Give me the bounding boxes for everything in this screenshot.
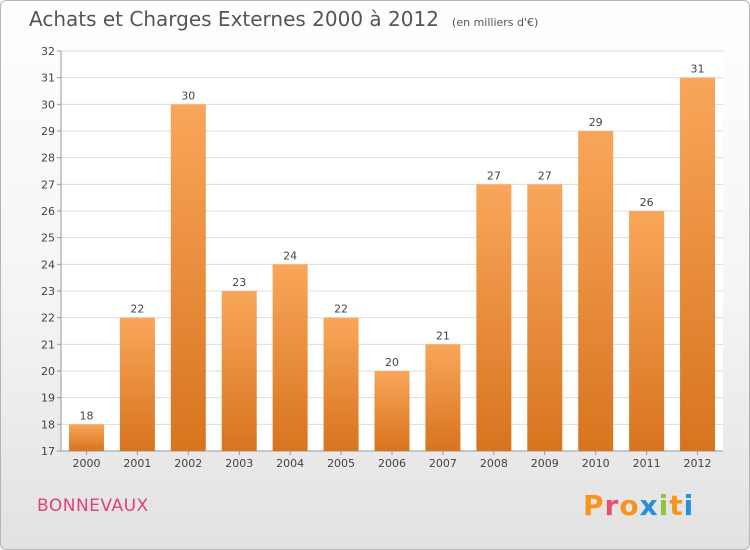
- bar: [272, 264, 308, 451]
- bar-value-label: 24: [283, 249, 297, 262]
- y-tick-label: 22: [41, 312, 55, 325]
- brand-letter: r: [604, 489, 620, 522]
- brand-letter: o: [619, 489, 640, 522]
- x-tick-label: 2012: [684, 457, 712, 470]
- bar-value-label: 21: [436, 329, 450, 342]
- y-tick-label: 23: [41, 285, 55, 298]
- brand-letter: t: [669, 489, 684, 522]
- x-tick-label: 2007: [429, 457, 457, 470]
- x-tick-label: 2011: [633, 457, 661, 470]
- bar: [476, 184, 512, 452]
- x-tick-label: 2005: [327, 457, 355, 470]
- y-tick-label: 25: [41, 232, 55, 245]
- y-tick-label: 27: [41, 178, 55, 191]
- town-name: BONNEVAUX: [37, 496, 149, 516]
- brand-letter: x: [639, 489, 659, 522]
- y-tick-label: 28: [41, 152, 55, 165]
- brand-letter: P: [583, 489, 605, 522]
- chart-title-block: Achats et Charges Externes 2000 à 2012 (…: [29, 7, 538, 31]
- y-tick-label: 31: [41, 72, 55, 85]
- bar: [221, 291, 257, 451]
- bar-value-label: 23: [232, 276, 246, 289]
- x-tick-label: 2002: [174, 457, 202, 470]
- y-tick-label: 19: [41, 392, 55, 405]
- brand-letter: i: [658, 489, 670, 522]
- y-tick-label: 17: [41, 445, 55, 458]
- y-tick-label: 21: [41, 338, 55, 351]
- bar-value-label: 22: [130, 303, 144, 316]
- x-tick-label: 2009: [531, 457, 559, 470]
- x-tick-label: 2008: [480, 457, 508, 470]
- bar: [680, 77, 716, 452]
- chart-unit: (en milliers d'€): [452, 16, 539, 29]
- bar: [527, 184, 563, 452]
- bar-value-label: 20: [385, 356, 399, 369]
- bar: [68, 424, 104, 451]
- bar-value-label: 30: [181, 89, 195, 102]
- bar: [170, 104, 206, 451]
- x-tick-label: 2001: [123, 457, 151, 470]
- bar-value-label: 27: [487, 169, 501, 182]
- bar-value-label: 29: [589, 116, 603, 129]
- y-tick-label: 32: [41, 45, 55, 58]
- bar-value-label: 27: [538, 169, 552, 182]
- x-tick-label: 2010: [582, 457, 610, 470]
- y-tick-label: 18: [41, 418, 55, 431]
- bar-value-label: 22: [334, 303, 348, 316]
- y-tick-label: 26: [41, 205, 55, 218]
- bar: [425, 344, 461, 451]
- chart-title: Achats et Charges Externes 2000 à 2012: [29, 7, 439, 31]
- proxiti-logo: Proxiti: [583, 489, 694, 522]
- y-tick-label: 30: [41, 98, 55, 111]
- y-tick-label: 29: [41, 125, 55, 138]
- bar: [323, 317, 359, 451]
- brand-letter: i: [683, 489, 695, 522]
- bar: [629, 211, 665, 451]
- bar: [119, 317, 155, 451]
- bar: [578, 131, 614, 451]
- x-tick-label: 2003: [225, 457, 253, 470]
- y-tick-label: 24: [41, 258, 55, 271]
- bar-value-label: 31: [691, 63, 705, 76]
- y-tick-label: 20: [41, 365, 55, 378]
- bar: [374, 371, 410, 451]
- x-tick-label: 2004: [276, 457, 304, 470]
- bar-value-label: 26: [640, 196, 654, 209]
- x-tick-label: 2000: [72, 457, 100, 470]
- bar-value-label: 18: [79, 409, 93, 422]
- x-tick-label: 2006: [378, 457, 406, 470]
